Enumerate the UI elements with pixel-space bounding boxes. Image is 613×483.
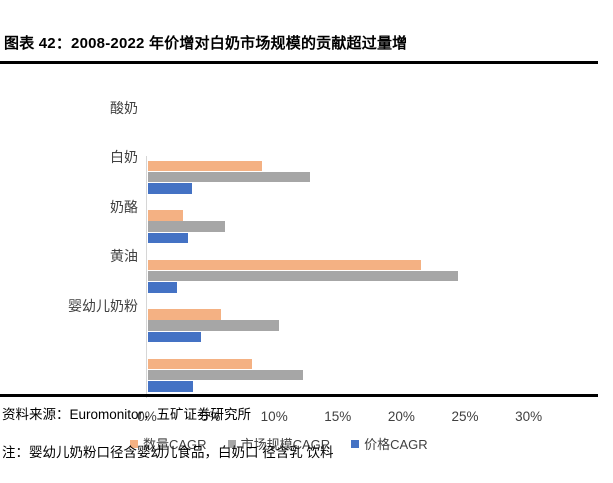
bar-market-size-cagr xyxy=(147,320,279,331)
bar-market-size-cagr xyxy=(147,221,226,232)
bar-chart: 酸奶白奶奶酪黄油婴幼儿奶粉 0% 5% 10% 15% 20% 25% 30% 数量CAGR… xyxy=(0,70,613,453)
bar-market-size-cagr xyxy=(147,270,458,282)
note-text: 注：婴幼儿奶粉口径含婴幼儿食品，白奶口 径含乳 饮料 xyxy=(2,445,334,460)
x-tick-label: 30% xyxy=(515,409,543,424)
legend-label: 市场规模CAGR xyxy=(240,437,331,452)
bar-volume-cagr xyxy=(147,210,184,221)
source-text: 资料来源：Euromonitor，五矿证券研究所 xyxy=(2,407,252,422)
category-label: 婴幼儿奶粉 xyxy=(68,297,138,314)
category-label: 白奶 xyxy=(110,149,138,165)
legend-item-market-size-cagr: 市场规模CAGR xyxy=(227,434,331,453)
legend-swatch-market-size-cagr xyxy=(227,439,236,448)
legend-label: 数量CAGR xyxy=(143,437,207,452)
figure-title: 图表 42：2008-2022 年价增对白奶市场规模的贡献超过量增 xyxy=(4,35,408,52)
bar-market-size-cagr xyxy=(147,171,311,183)
x-tick-label: 5% xyxy=(200,409,221,424)
plot-area xyxy=(146,156,577,398)
bar-price-cagr xyxy=(147,331,201,343)
legend-label: 价格CAGR xyxy=(364,437,428,452)
chart-legend: 数量CAGR 市场规模CAGR 价格CAGR xyxy=(130,434,428,453)
legend-swatch-volume-cagr xyxy=(130,439,138,448)
category-label: 酸奶 xyxy=(110,99,138,116)
category-label: 奶酪 xyxy=(110,198,138,215)
bar-volume-cagr xyxy=(147,358,252,370)
category-axis-line xyxy=(146,156,148,398)
bar-price-cagr xyxy=(147,183,192,194)
title-divider xyxy=(0,61,598,64)
source-divider xyxy=(0,394,598,397)
bar-volume-cagr xyxy=(147,160,262,172)
category-label: 黄油 xyxy=(110,248,138,264)
x-tick-label: 15% xyxy=(324,409,352,424)
x-tick-label: 20% xyxy=(387,409,415,424)
legend-item-price-cagr: 价格CAGR xyxy=(351,434,428,453)
x-tick-label: 10% xyxy=(260,409,288,424)
legend-swatch-price-cagr xyxy=(351,439,360,448)
bar-market-size-cagr xyxy=(147,369,303,381)
bar-volume-cagr xyxy=(147,309,222,320)
x-tick-label: 0% xyxy=(137,409,157,424)
bar-price-cagr xyxy=(147,381,194,392)
bar-price-cagr xyxy=(147,282,177,293)
bar-volume-cagr xyxy=(147,259,421,271)
legend-item-volume-cagr: 数量CAGR xyxy=(130,434,207,453)
x-tick-label: 25% xyxy=(451,409,479,424)
bar-price-cagr xyxy=(147,232,189,244)
